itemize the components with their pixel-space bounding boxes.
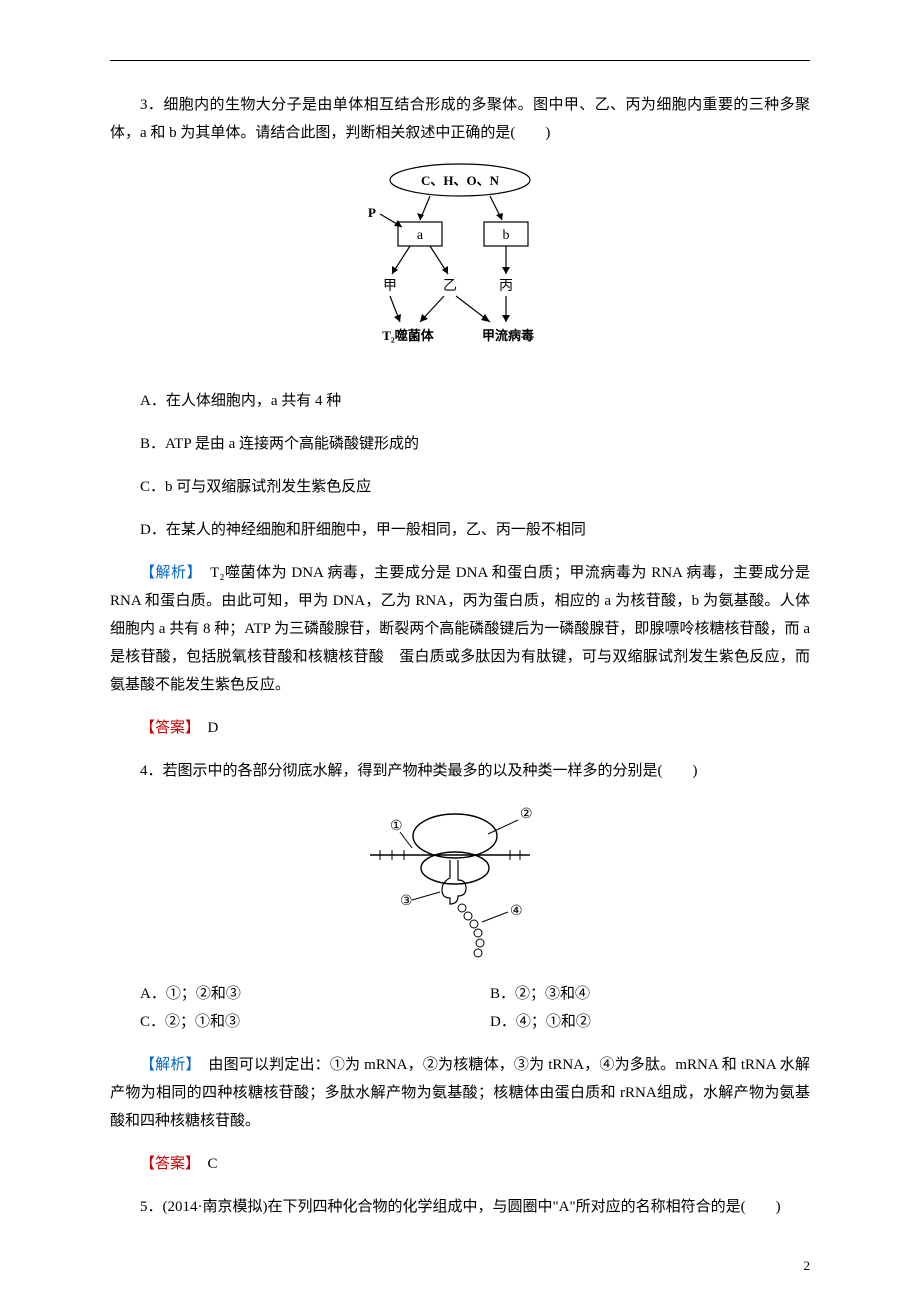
q4-answer: 【答案】 C xyxy=(110,1150,810,1178)
q3-box-a: a xyxy=(417,228,424,243)
q3-mid3: 丙 xyxy=(499,279,513,294)
q5-stem: 5．(2014·南京模拟)在下列四种化合物的化学组成中，与圆圈中"A"所对应的名… xyxy=(110,1193,810,1221)
q4-xi-label: 【解析】 xyxy=(140,1057,193,1073)
q3-box-b: b xyxy=(503,228,510,243)
q3-mid1: 甲 xyxy=(383,279,397,294)
q3-diagram: C、H、O、N P a b 甲 乙 丙 T₂ xyxy=(330,162,590,372)
page-number: 2 xyxy=(804,1258,811,1274)
q3-da-label: 【答案】 xyxy=(140,720,193,736)
q4-optA: A．①；②和③ xyxy=(110,980,460,1008)
top-rule xyxy=(110,60,810,61)
q4-options-row2: C．②；①和③ D．④；①和② xyxy=(110,1008,810,1036)
q4-optD: D．④；①和② xyxy=(460,1008,810,1036)
page-container: 3．细胞内的生物大分子是由单体相互结合形成的多聚体。图中甲、乙、丙为细胞内重要的… xyxy=(0,0,920,1302)
q4-da-label: 【答案】 xyxy=(140,1156,193,1172)
q3-optC: C．b 可与双缩脲试剂发生紫色反应 xyxy=(110,473,810,501)
q4-l4: ④ xyxy=(510,904,523,919)
q4-diagram: ① ② ③ ④ xyxy=(360,800,560,970)
q4-optB: B．②；③和④ xyxy=(460,980,810,1008)
q4-explanation: 【解析】 由图可以判定出：①为 mRNA，②为核糖体，③为 tRNA，④为多肽。… xyxy=(110,1051,810,1135)
q3-top-label: C、H、O、N xyxy=(421,173,500,188)
q4-optC: C．②；①和③ xyxy=(110,1008,460,1036)
q4-stem: 4．若图示中的各部分彻底水解，得到产物种类最多的以及种类一样多的分别是( ) xyxy=(110,757,810,785)
q3-optD: D．在某人的神经细胞和肝细胞中，甲一般相同，乙、丙一般不相同 xyxy=(110,516,810,544)
q3-stem: 3．细胞内的生物大分子是由单体相互结合形成的多聚体。图中甲、乙、丙为细胞内重要的… xyxy=(110,91,810,147)
q3-mid2: 乙 xyxy=(443,278,457,294)
q3-optB: B．ATP 是由 a 连接两个高能磷酸键形成的 xyxy=(110,430,810,458)
q3-optA: A．在人体细胞内，a 共有 4 种 xyxy=(110,387,810,415)
q3-xi-text: T₂噬菌体为 DNA 病毒，主要成分是 DNA 和蛋白质；甲流病毒为 RNA 病… xyxy=(110,565,810,693)
q4-xi-text: 由图可以判定出：①为 mRNA，②为核糖体，③为 tRNA，④为多肽。mRNA … xyxy=(110,1057,810,1129)
q3-bottom2: 甲流病毒 xyxy=(482,328,534,343)
q4-l1: ① xyxy=(390,819,403,834)
q4-da-text: C xyxy=(193,1156,218,1172)
q3-answer: 【答案】 D xyxy=(110,714,810,742)
q3-explanation: 【解析】 T₂噬菌体为 DNA 病毒，主要成分是 DNA 和蛋白质；甲流病毒为 … xyxy=(110,559,810,699)
q3-da-text: D xyxy=(193,720,219,736)
q4-options-row1: A．①；②和③ B．②；③和④ xyxy=(110,980,810,1008)
q4-l3: ③ xyxy=(400,894,413,909)
q3-p-label: P xyxy=(368,205,376,220)
q3-xi-label: 【解析】 xyxy=(140,565,195,581)
q3-bottom1: T₂噬菌体 xyxy=(382,328,435,343)
q4-l2: ② xyxy=(520,807,533,822)
